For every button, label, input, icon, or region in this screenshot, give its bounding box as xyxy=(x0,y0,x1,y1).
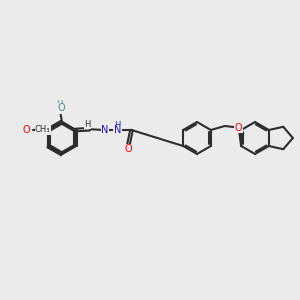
Text: CH₃: CH₃ xyxy=(35,125,50,134)
Text: N: N xyxy=(101,125,108,135)
Text: O: O xyxy=(22,125,30,135)
Text: O: O xyxy=(22,125,30,135)
Text: N: N xyxy=(114,125,121,135)
Text: O: O xyxy=(124,144,132,154)
Text: O: O xyxy=(235,123,242,133)
Text: O: O xyxy=(58,103,65,113)
Text: H: H xyxy=(85,120,91,129)
Text: H: H xyxy=(114,121,121,130)
Text: H: H xyxy=(56,100,63,109)
